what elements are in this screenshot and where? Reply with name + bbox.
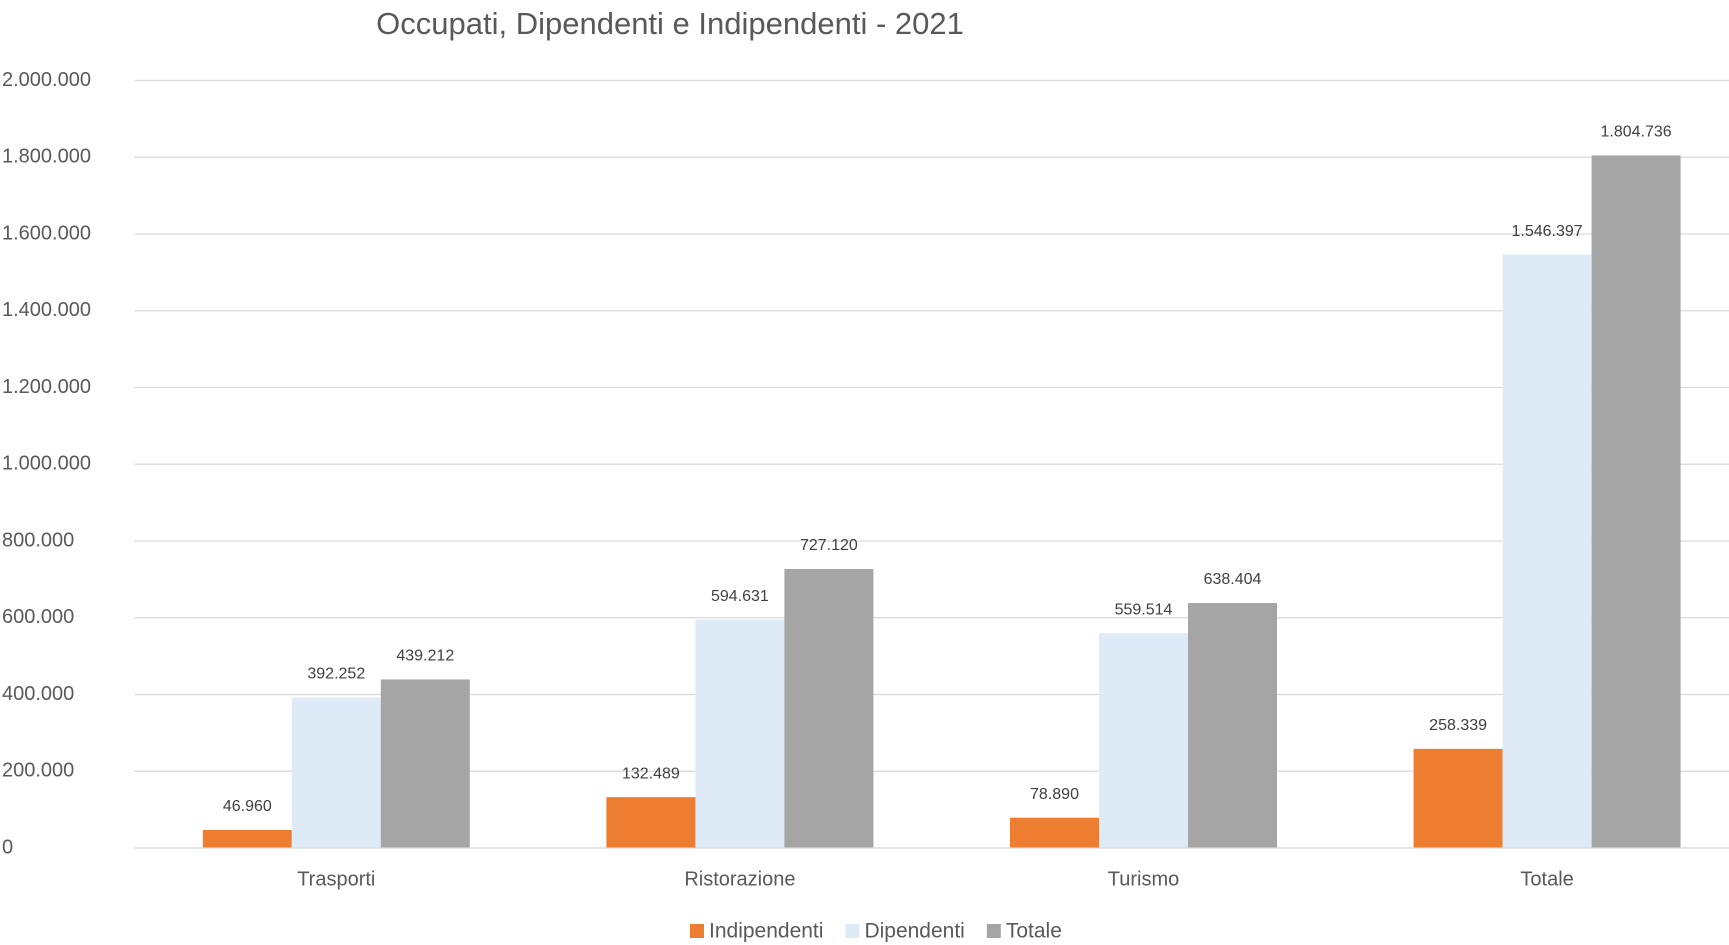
chart-title: Occupati, Dipendenti e Indipendenti - 20… bbox=[376, 6, 964, 41]
legend-swatch bbox=[986, 924, 1001, 938]
bar bbox=[606, 797, 696, 848]
y-tick-label: 1.600.000 bbox=[2, 222, 91, 244]
bar bbox=[1591, 155, 1681, 848]
data-label: 78.890 bbox=[1030, 786, 1079, 803]
y-tick-label: 1.200.000 bbox=[2, 376, 91, 398]
legend-label: Indipendenti bbox=[709, 920, 823, 943]
y-tick-label: 1.400.000 bbox=[2, 299, 91, 321]
data-label: 1.804.736 bbox=[1601, 124, 1672, 141]
bar bbox=[784, 568, 874, 848]
data-label: 638.404 bbox=[1204, 571, 1262, 588]
bar bbox=[380, 679, 470, 848]
y-tick-label: 400.000 bbox=[2, 683, 74, 705]
y-tick-label: 200.000 bbox=[2, 760, 74, 782]
data-label: 727.120 bbox=[800, 537, 858, 554]
bar bbox=[1188, 603, 1277, 848]
data-label: 258.339 bbox=[1429, 717, 1487, 734]
legend-label: Totale bbox=[1006, 920, 1062, 943]
y-tick-label: 600.000 bbox=[2, 606, 74, 628]
bar bbox=[202, 829, 292, 848]
legend-swatch bbox=[690, 924, 704, 938]
x-tick-label: Totale bbox=[1520, 868, 1573, 890]
y-tick-label: 0 bbox=[2, 836, 13, 858]
bar bbox=[1010, 817, 1099, 848]
data-label: 559.514 bbox=[1115, 602, 1173, 619]
bar bbox=[695, 619, 785, 848]
bar bbox=[1502, 254, 1592, 849]
data-label: 392.252 bbox=[307, 666, 365, 683]
y-tick-label: 2.000.000 bbox=[2, 69, 91, 91]
legend-label: Dipendenti bbox=[864, 920, 964, 943]
x-tick-label: Trasporti bbox=[297, 868, 375, 890]
y-tick-label: 1.800.000 bbox=[2, 146, 91, 168]
y-tick-label: 1.000.000 bbox=[2, 453, 91, 475]
y-tick-label: 800.000 bbox=[2, 529, 74, 551]
bar bbox=[1413, 748, 1503, 848]
bar bbox=[291, 697, 381, 848]
data-label: 46.960 bbox=[223, 798, 272, 815]
data-label: 439.212 bbox=[396, 648, 454, 665]
bar bbox=[1099, 633, 1188, 848]
data-label: 132.489 bbox=[622, 765, 680, 782]
x-tick-label: Turismo bbox=[1108, 868, 1179, 890]
x-tick-label: Ristorazione bbox=[684, 868, 795, 890]
data-label: 1.546.397 bbox=[1512, 223, 1583, 240]
data-label: 594.631 bbox=[711, 588, 769, 605]
legend-swatch bbox=[845, 924, 860, 938]
